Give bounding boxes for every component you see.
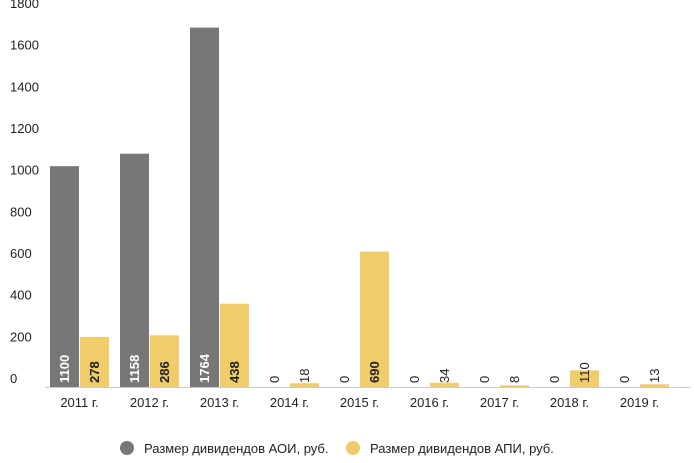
data-label: 0 xyxy=(547,376,562,383)
x-tick-label: 2019 г. xyxy=(620,395,659,410)
data-label: 8 xyxy=(507,376,522,383)
bars xyxy=(50,27,669,387)
x-axis: 2011 г. 2012 г. 2013 г. 2014 г. 2015 г. 2016 … xyxy=(60,395,659,410)
data-label: 34 xyxy=(437,369,452,383)
x-tick-label: 2012 г. xyxy=(130,395,169,410)
y-tick-label: 1400 xyxy=(10,79,39,94)
x-tick-label: 2013 г. xyxy=(200,395,239,410)
data-labels: 1100 278 1158 286 1764 438 0 18 0 690 0 34 0 8 0 110 0 13 xyxy=(57,353,662,383)
y-tick-label: 400 xyxy=(10,288,32,303)
legend-marker xyxy=(120,441,134,455)
data-label: 0 xyxy=(337,376,352,383)
bar-series2 xyxy=(150,335,179,387)
x-tick-label: 2018 г. xyxy=(550,395,589,410)
bar-series2 xyxy=(360,251,389,387)
data-label: 438 xyxy=(227,361,242,383)
bar-series2 xyxy=(430,382,459,387)
bar-series2 xyxy=(290,383,319,387)
bar-series2 xyxy=(500,385,529,387)
legend: Размер дивидендов АОИ, руб. Размер дивиде… xyxy=(120,441,554,456)
data-label: 0 xyxy=(477,376,492,383)
y-tick-label: 0 xyxy=(10,371,17,386)
x-tick-label: 2015 г. xyxy=(340,395,379,410)
bar-series2 xyxy=(570,370,599,387)
data-label: 690 xyxy=(367,361,382,383)
data-label: 110 xyxy=(577,362,592,383)
data-label: 18 xyxy=(297,369,312,383)
y-tick-label: 1200 xyxy=(10,121,39,136)
data-label: 1158 xyxy=(127,355,142,383)
y-tick-label: 200 xyxy=(10,329,32,344)
legend-label: Размер дивидендов АПИ, руб. xyxy=(370,441,554,456)
data-label: 13 xyxy=(647,369,662,383)
data-label: 286 xyxy=(157,361,172,383)
x-tick-label: 2017 г. xyxy=(480,395,519,410)
x-tick-label: 2016 г. xyxy=(410,395,449,410)
y-tick-label: 600 xyxy=(10,246,32,261)
data-label: 0 xyxy=(407,376,422,383)
y-tick-label: 1600 xyxy=(10,38,39,53)
x-tick-label: 2014 г. xyxy=(270,395,309,410)
legend-label: Размер дивидендов АОИ, руб. xyxy=(144,441,329,456)
bar-series2 xyxy=(80,337,109,387)
data-label: 1764 xyxy=(197,353,212,383)
y-tick-label: 1000 xyxy=(10,163,39,178)
data-label: 0 xyxy=(267,376,282,383)
bar-series1 xyxy=(120,153,149,387)
bar-series1 xyxy=(190,27,219,387)
legend-marker xyxy=(346,441,360,455)
bar-series1 xyxy=(50,166,79,387)
bar-series2 xyxy=(640,384,669,387)
y-axis: 0 200 400 600 800 1000 1200 1400 1600 1800 xyxy=(10,0,39,386)
y-tick-label: 800 xyxy=(10,204,32,219)
bar-series2 xyxy=(220,303,249,387)
data-label: 278 xyxy=(87,361,102,383)
data-label: 1100 xyxy=(57,355,72,383)
y-tick-label: 1800 xyxy=(10,0,39,11)
data-label: 0 xyxy=(617,376,632,383)
x-tick-label: 2011 г. xyxy=(60,395,98,410)
